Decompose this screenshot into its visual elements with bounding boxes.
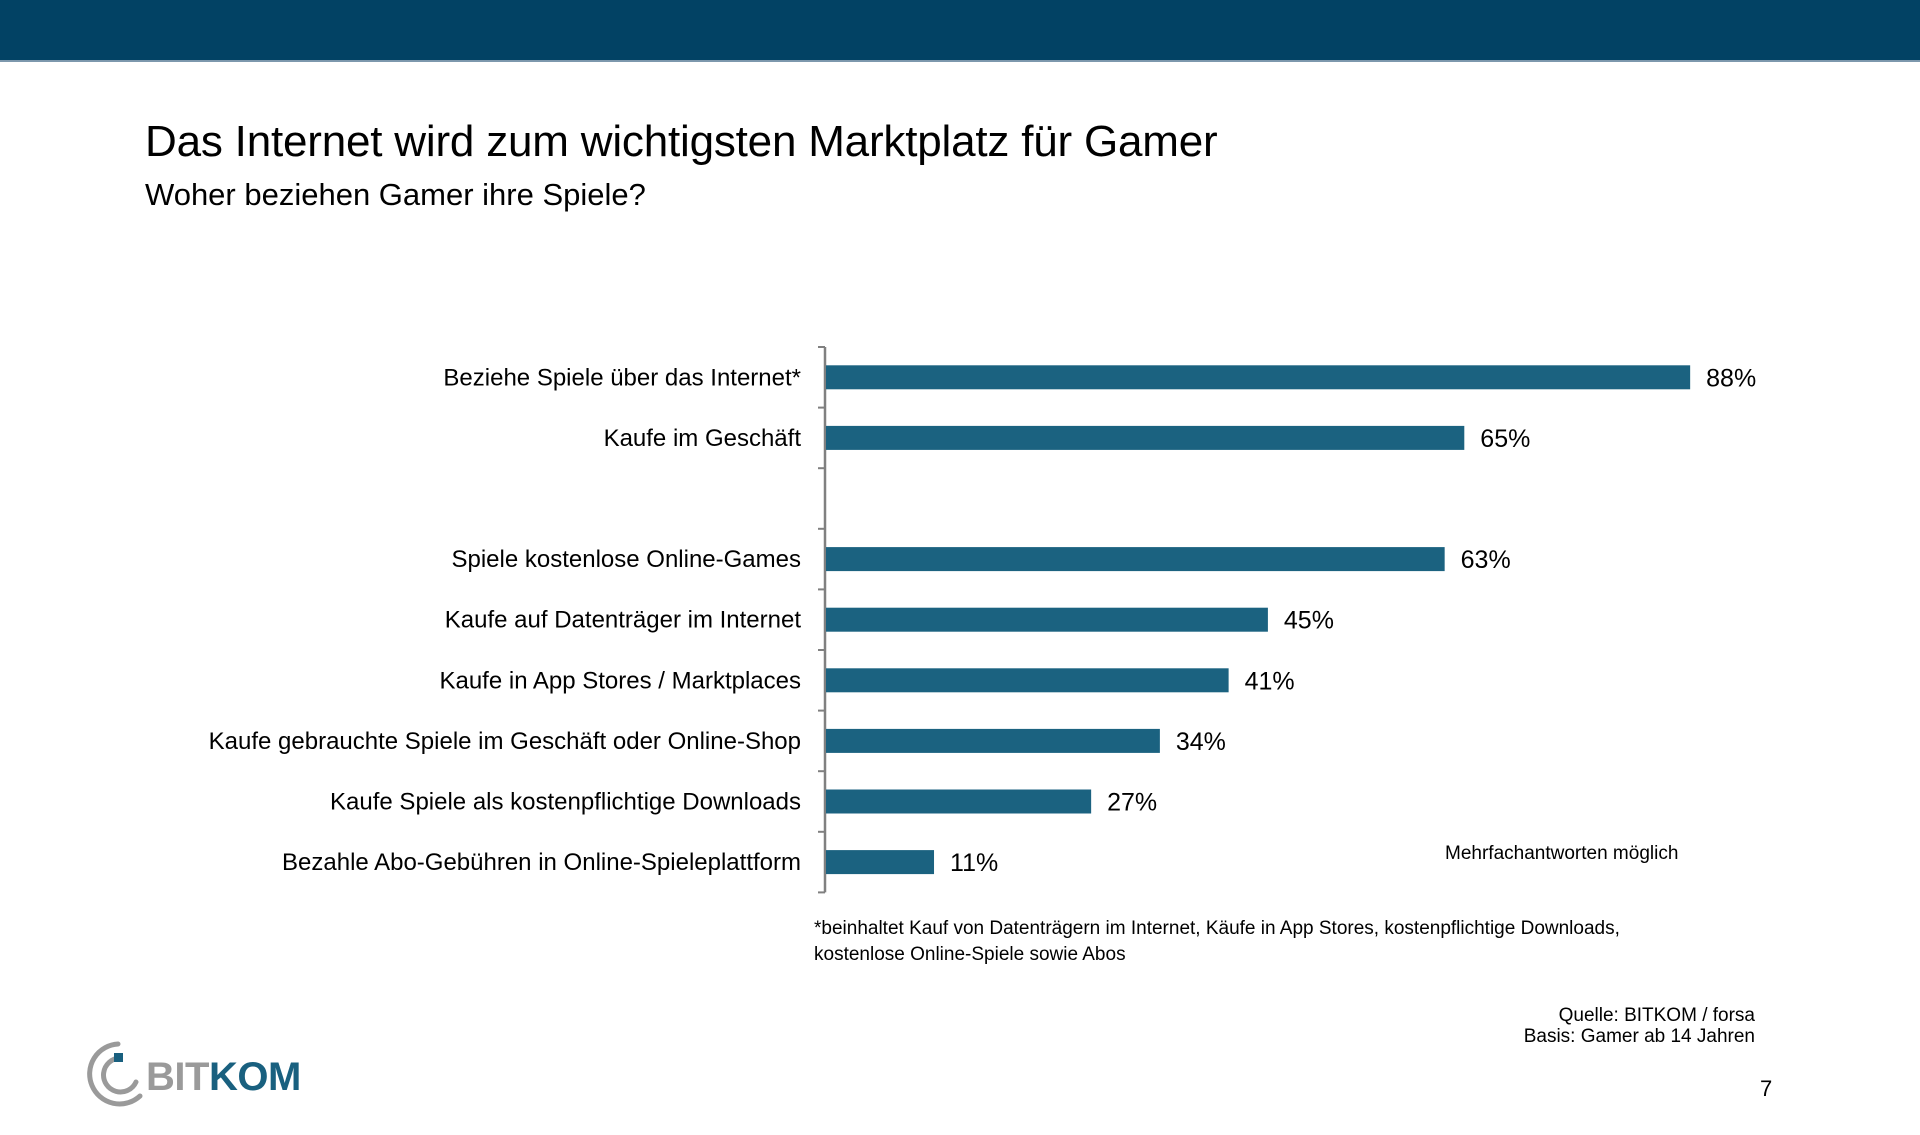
- data-label: 11%: [950, 849, 998, 877]
- bar: [826, 547, 1445, 572]
- category-label: Kaufe auf Datenträger im Internet: [445, 607, 802, 634]
- footnote-line-2: kostenlose Online-Spiele sowie Abos: [814, 944, 1126, 965]
- data-label: 27%: [1107, 789, 1157, 817]
- top-header-bar: [0, 0, 1920, 62]
- category-label: Kaufe gebrauchte Spiele im Geschäft oder…: [209, 728, 801, 755]
- footnote-line-1: *beinhaltet Kauf von Datenträgern im Int…: [814, 918, 1620, 939]
- bar: [826, 789, 1092, 814]
- bar: [826, 668, 1229, 693]
- bar: [826, 425, 1465, 450]
- category-label: Spiele kostenlose Online-Games: [451, 546, 801, 573]
- logo-wordmark: BITKOM: [146, 1054, 301, 1100]
- data-label: 88%: [1706, 364, 1756, 392]
- category-label: Kaufe im Geschäft: [604, 425, 802, 452]
- slide-subtitle: Woher beziehen Gamer ihre Spiele?: [145, 177, 646, 212]
- chart-annotation: Mehrfachantworten möglich: [1445, 843, 1679, 864]
- slide-title: Das Internet wird zum wichtigsten Marktp…: [145, 117, 1218, 166]
- data-label: 34%: [1176, 728, 1226, 756]
- logo-text-kom: KOM: [208, 1055, 301, 1099]
- data-label: 63%: [1461, 546, 1511, 574]
- source-line: Quelle: BITKOM / forsa: [1558, 1005, 1755, 1026]
- category-label: Kaufe Spiele als kostenpflichtige Downlo…: [330, 789, 801, 816]
- basis-line: Basis: Gamer ab 14 Jahren: [1523, 1026, 1755, 1047]
- bar: [826, 728, 1160, 753]
- data-label: 41%: [1245, 667, 1295, 695]
- bar: [826, 365, 1691, 390]
- category-label: Bezahle Abo-Gebühren in Online-Spielepla…: [282, 849, 801, 876]
- data-label: 65%: [1480, 425, 1530, 453]
- category-label: Beziehe Spiele über das Internet*: [443, 364, 801, 391]
- source-note: Quelle: BITKOM / forsa Basis: Gamer ab 1…: [1524, 1005, 1755, 1047]
- bar: [826, 607, 1268, 632]
- page-number: 7: [1760, 1076, 1773, 1101]
- logo-text-bit: BIT: [146, 1055, 209, 1099]
- bitkom-logo: BITKOM: [80, 1038, 310, 1108]
- bitkom-arc-logo-icon: [87, 1041, 143, 1107]
- category-label: Kaufe in App Stores / Marktplaces: [439, 667, 801, 694]
- footnote: *beinhaltet Kauf von Datenträgern im Int…: [814, 916, 1620, 968]
- data-label: 45%: [1284, 607, 1334, 635]
- bar: [826, 850, 935, 875]
